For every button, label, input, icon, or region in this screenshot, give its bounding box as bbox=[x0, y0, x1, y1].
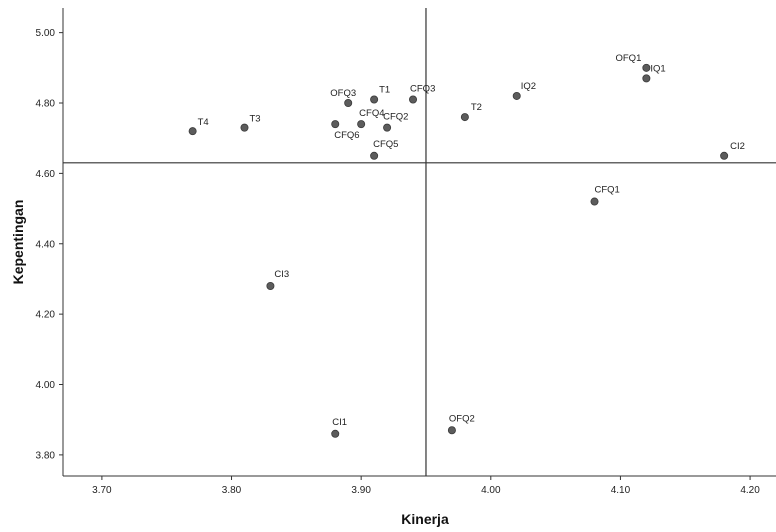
data-point bbox=[331, 120, 340, 129]
data-point bbox=[383, 123, 392, 132]
data-point bbox=[188, 127, 197, 136]
data-point-label: CFQ6 bbox=[334, 130, 359, 141]
data-point-label: CI3 bbox=[274, 269, 289, 280]
data-point bbox=[590, 197, 599, 206]
data-point bbox=[642, 74, 651, 83]
data-point bbox=[370, 95, 379, 104]
plot-frame bbox=[62, 8, 776, 477]
data-point-label: CFQ5 bbox=[373, 139, 398, 150]
data-point bbox=[266, 281, 275, 290]
data-point bbox=[720, 151, 729, 160]
y-tick-label: 3.80 bbox=[36, 450, 56, 461]
data-point bbox=[331, 429, 340, 438]
data-point bbox=[370, 151, 379, 160]
data-point-label: OFQ3 bbox=[330, 88, 356, 99]
data-points bbox=[188, 63, 729, 438]
data-point-label: CFQ4 bbox=[359, 108, 384, 119]
y-tick-label: 5.00 bbox=[36, 28, 56, 39]
data-point-label: T2 bbox=[471, 102, 482, 113]
y-tick-label: 4.00 bbox=[36, 380, 56, 391]
data-point bbox=[409, 95, 418, 104]
x-axis-ticks: 3.70 3.80 3.90 4.00 4.10 4.20 bbox=[92, 476, 760, 496]
x-tick-label: 4.20 bbox=[740, 485, 760, 496]
data-point-label: CFQ1 bbox=[595, 185, 620, 196]
data-point bbox=[642, 63, 651, 72]
data-point bbox=[460, 113, 469, 122]
data-point-label: OFQ2 bbox=[449, 413, 475, 424]
data-point-label: IQ2 bbox=[521, 81, 536, 92]
data-point-label: T4 bbox=[198, 117, 209, 128]
y-tick-label: 4.20 bbox=[36, 310, 56, 321]
y-tick-label: 4.60 bbox=[36, 169, 56, 180]
y-axis-ticks: 3.80 4.00 4.20 4.40 4.60 4.80 5.00 bbox=[36, 28, 63, 461]
data-point-label: T1 bbox=[379, 84, 390, 95]
data-point bbox=[240, 123, 249, 132]
data-point-label: IQ1 bbox=[650, 63, 665, 74]
y-tick-label: 4.40 bbox=[36, 239, 56, 250]
data-point bbox=[344, 99, 353, 108]
data-point-label: CFQ2 bbox=[383, 112, 408, 123]
data-point-label: CFQ3 bbox=[410, 83, 435, 94]
data-point-label: T3 bbox=[249, 114, 260, 125]
data-point bbox=[357, 120, 366, 129]
x-tick-label: 4.00 bbox=[481, 485, 501, 496]
x-tick-label: 3.90 bbox=[351, 485, 371, 496]
x-axis-title: Kinerja bbox=[401, 511, 449, 527]
y-axis-title: Kepentingan bbox=[10, 200, 26, 285]
y-tick-label: 4.80 bbox=[36, 99, 56, 110]
x-tick-label: 3.70 bbox=[92, 485, 112, 496]
data-point-label: OFQ1 bbox=[615, 53, 641, 64]
reference-lines bbox=[63, 8, 776, 476]
x-tick-label: 4.10 bbox=[611, 485, 631, 496]
x-tick-label: 3.80 bbox=[222, 485, 242, 496]
data-point-label: CI1 bbox=[332, 417, 347, 428]
data-point-label: CI2 bbox=[730, 141, 745, 152]
data-point bbox=[447, 426, 456, 435]
data-point bbox=[512, 91, 521, 100]
